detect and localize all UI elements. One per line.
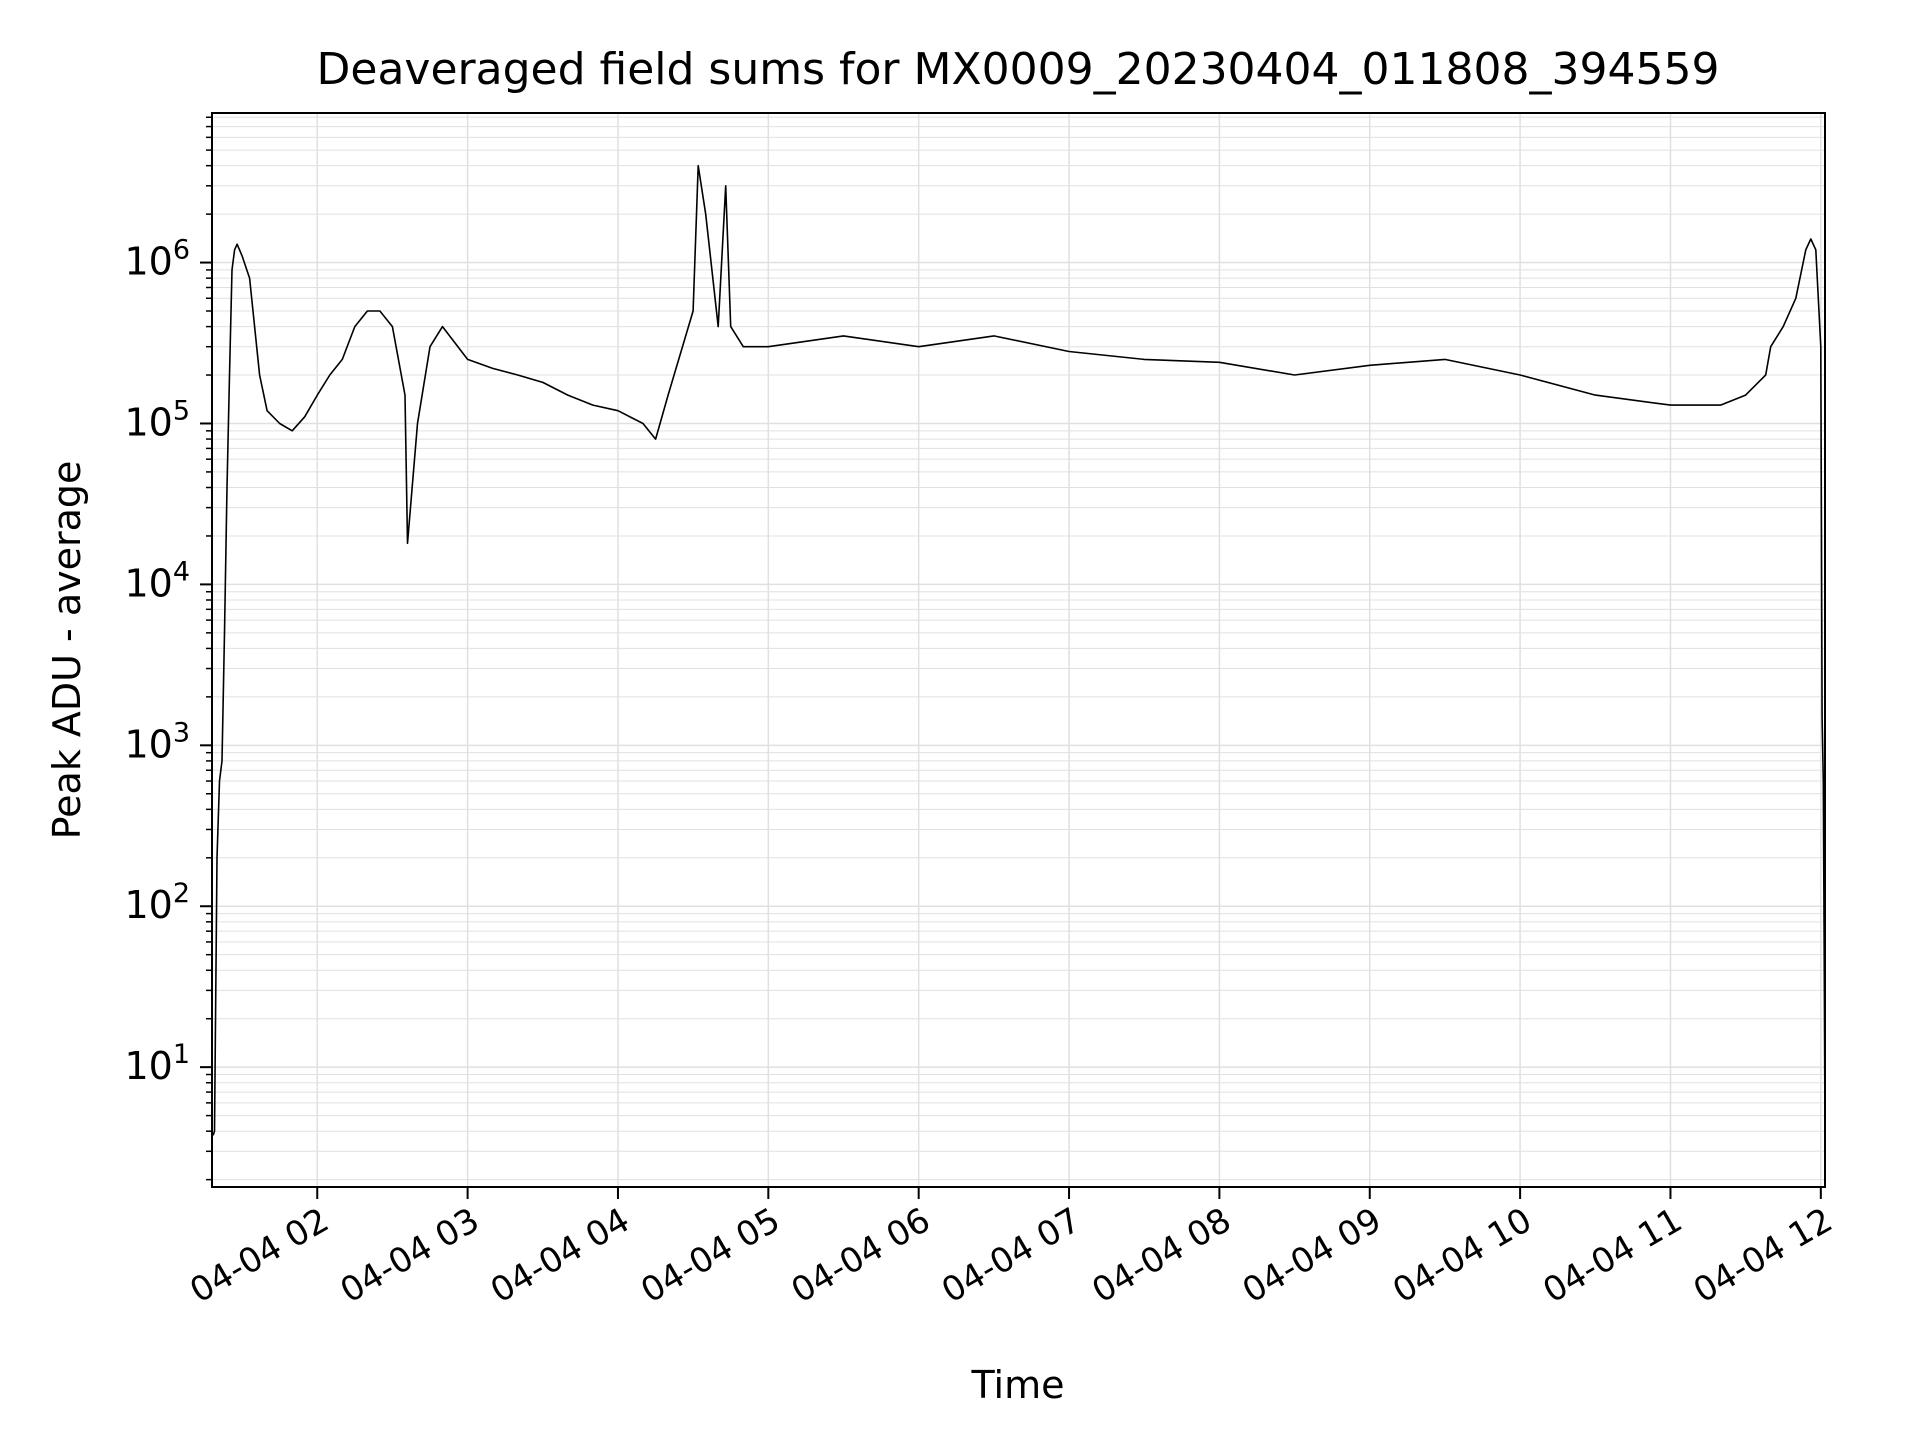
- series-line: [212, 164, 1826, 1136]
- y-tick-label: 106: [124, 235, 190, 284]
- x-axis-label: Time: [971, 1363, 1065, 1407]
- y-tick-label: 103: [124, 717, 190, 766]
- y-tick-label: 102: [124, 878, 190, 927]
- y-tick-label: 101: [124, 1039, 190, 1088]
- plot-frame: [211, 112, 1826, 1188]
- chart-title: Deaveraged field sums for MX0009_2023040…: [317, 44, 1720, 95]
- y-tick-label: 105: [124, 395, 190, 444]
- data-line-layer: [212, 164, 1826, 1136]
- y-tick-label: 104: [124, 556, 190, 605]
- grid: [212, 113, 1825, 1187]
- y-axis-label: Peak ADU - average: [45, 461, 89, 840]
